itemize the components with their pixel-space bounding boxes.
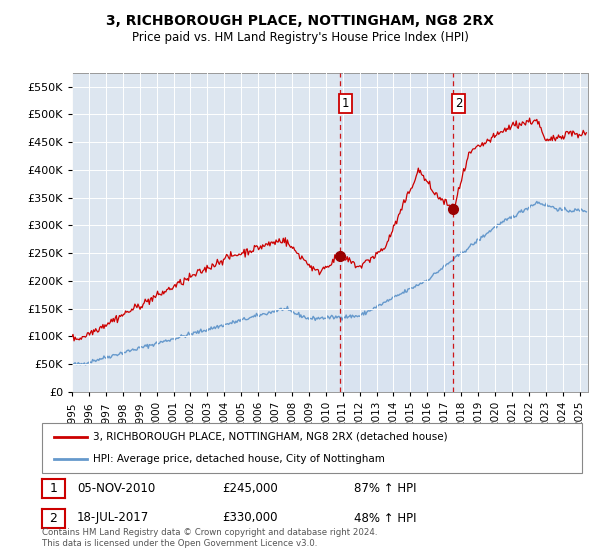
Text: 1: 1 — [341, 97, 349, 110]
Text: 2: 2 — [49, 512, 58, 525]
Text: HPI: Average price, detached house, City of Nottingham: HPI: Average price, detached house, City… — [93, 454, 385, 464]
Text: 3, RICHBOROUGH PLACE, NOTTINGHAM, NG8 2RX: 3, RICHBOROUGH PLACE, NOTTINGHAM, NG8 2R… — [106, 14, 494, 28]
Text: 05-NOV-2010: 05-NOV-2010 — [77, 482, 155, 495]
Bar — [340, 73, 454, 392]
Text: £330,000: £330,000 — [222, 511, 277, 525]
Text: 3, RICHBOROUGH PLACE, NOTTINGHAM, NG8 2RX (detached house): 3, RICHBOROUGH PLACE, NOTTINGHAM, NG8 2R… — [93, 432, 448, 442]
Text: £245,000: £245,000 — [222, 482, 278, 495]
Text: 87% ↑ HPI: 87% ↑ HPI — [354, 482, 416, 495]
Text: 1: 1 — [49, 482, 58, 496]
Text: 18-JUL-2017: 18-JUL-2017 — [77, 511, 149, 525]
Text: 48% ↑ HPI: 48% ↑ HPI — [354, 511, 416, 525]
Text: Price paid vs. HM Land Registry's House Price Index (HPI): Price paid vs. HM Land Registry's House … — [131, 31, 469, 44]
Text: 2: 2 — [455, 97, 462, 110]
Text: Contains HM Land Registry data © Crown copyright and database right 2024.
This d: Contains HM Land Registry data © Crown c… — [42, 528, 377, 548]
